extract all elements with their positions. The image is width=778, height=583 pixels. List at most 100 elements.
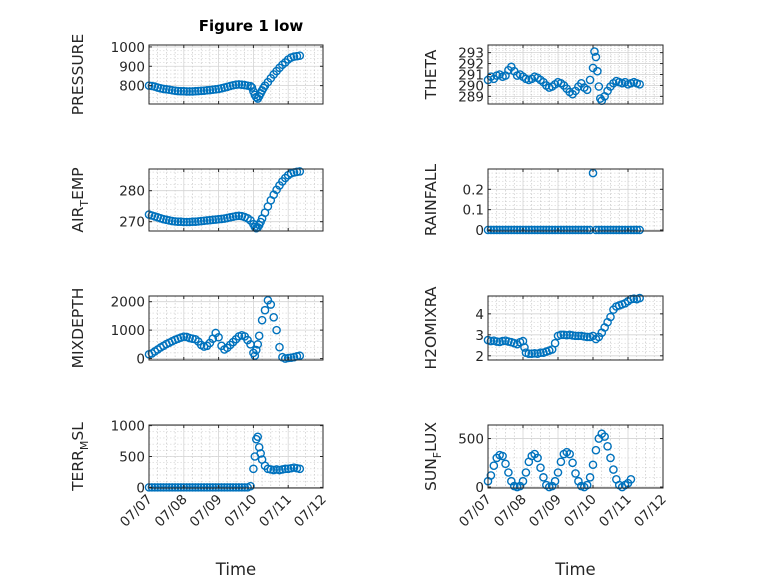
data-point (559, 225, 569, 235)
data-point (147, 483, 157, 492)
data-point (185, 483, 194, 492)
data-point (295, 167, 305, 176)
data-point (208, 483, 218, 492)
data-point (188, 483, 197, 492)
data-point (594, 82, 604, 91)
data-point (606, 453, 615, 463)
data-point (275, 342, 284, 352)
data-point (617, 225, 627, 235)
data-point (603, 442, 612, 451)
data-point (179, 217, 189, 227)
data-point (249, 464, 258, 474)
grid (487, 45, 664, 104)
data-point (492, 225, 502, 235)
data-point (579, 225, 589, 235)
y-tick-label: 900 (119, 59, 145, 75)
data-point (196, 216, 206, 226)
data-point (188, 217, 197, 226)
data-point (527, 225, 537, 235)
data-point (527, 349, 537, 359)
data-point (542, 225, 551, 235)
data-point (202, 483, 212, 492)
data-point (588, 460, 598, 470)
y-tick-label: 0.1 (463, 203, 484, 219)
data-point (565, 225, 574, 235)
data-point (191, 483, 200, 492)
data-point (629, 225, 639, 235)
subplot-air-temp: 270 280 AIRTEMP (69, 167, 324, 233)
data-point (579, 332, 589, 341)
data-point (498, 336, 507, 346)
data-point (295, 464, 305, 474)
data-point (591, 445, 601, 455)
data-point (568, 225, 577, 235)
y-tick-label: 289 (458, 89, 484, 105)
data-point (191, 217, 200, 226)
data-point (536, 348, 545, 357)
data-point (208, 85, 218, 94)
data-point (533, 225, 542, 235)
data-point (597, 225, 607, 235)
y-tick-label: 0 (136, 352, 145, 368)
data-point (509, 225, 519, 235)
data-point (214, 214, 223, 224)
y-axis-label: AIRTEMP (69, 167, 91, 232)
y-axis-label: MIXDEPTH (69, 288, 87, 369)
data-point (231, 483, 241, 492)
y-tick-label: 0 (475, 223, 484, 239)
axes-frame (148, 168, 324, 232)
data-point (504, 225, 513, 235)
y-axis-label: RAINFALL (422, 163, 440, 236)
x-tick-label: 07/12 (631, 492, 670, 531)
data-point (167, 216, 177, 226)
data-point (550, 225, 560, 235)
data-point (582, 332, 592, 342)
data-point (521, 468, 531, 477)
subplot-mixdepth: 0 1000 2000 MIXDEPTH (69, 288, 324, 369)
y-tick-label: 270 (119, 215, 145, 231)
data-point (547, 225, 557, 235)
data-point (568, 458, 577, 468)
y-tick-label: 500 (458, 432, 484, 448)
data-point (156, 483, 165, 492)
data-point (562, 225, 572, 235)
data-point (571, 331, 580, 341)
data-point (153, 483, 162, 492)
data-point (234, 211, 244, 221)
data-point (162, 85, 171, 94)
data-point (217, 483, 226, 492)
data-point (568, 331, 577, 340)
data-point (205, 215, 215, 225)
x-tick-label: 07/12 (291, 492, 330, 531)
data-point (486, 471, 496, 480)
data-point (225, 483, 235, 492)
data-point (170, 86, 180, 95)
y-tick-label: 3 (475, 328, 484, 344)
data-point (629, 294, 639, 304)
data-point (176, 86, 186, 96)
data-point (536, 463, 545, 472)
data-point (202, 85, 212, 95)
data-point (251, 345, 261, 355)
data-point (199, 216, 209, 226)
data-point (556, 457, 566, 467)
y-tick-label: 0 (475, 480, 484, 496)
data-point (635, 225, 644, 235)
data-point (237, 483, 247, 492)
data-point (591, 225, 601, 235)
data-point (182, 217, 191, 227)
data-series (144, 432, 305, 492)
y-tick-label: 1000 (111, 419, 145, 435)
axes-frame (487, 168, 664, 232)
data-point (582, 225, 592, 235)
data-point (606, 225, 615, 235)
data-series (144, 167, 305, 233)
data-point (553, 225, 563, 235)
data-point (280, 464, 290, 474)
data-point (182, 483, 191, 492)
data-point (228, 483, 238, 492)
data-point (193, 483, 203, 492)
